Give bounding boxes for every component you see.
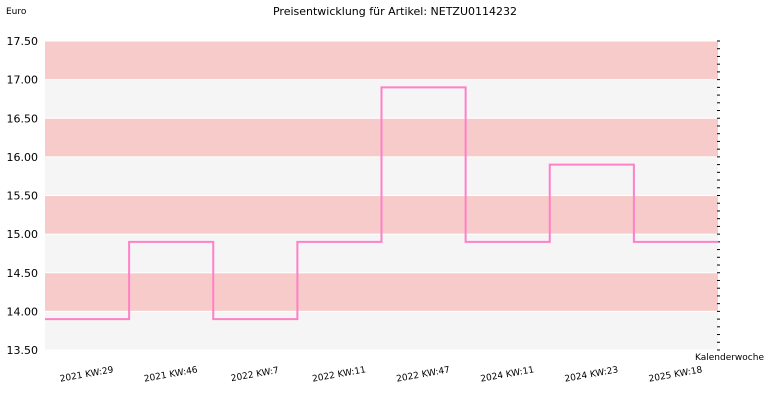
chart-title: Preisentwicklung für Artikel: NETZU01142… — [273, 5, 517, 18]
x-axis-ticks: 2021 KW:29 2021 KW:46 2022 KW:7 2022 KW:11 2… — [59, 365, 703, 384]
y-tick-label: 14.00 — [7, 305, 39, 318]
band — [45, 311, 718, 350]
x-tick-label: 2024 KW:23 — [564, 365, 619, 384]
y-tick-label: 16.50 — [7, 112, 39, 125]
x-tick-label: 2022 KW:7 — [230, 366, 279, 384]
x-tick-label: 2022 KW:47 — [396, 365, 451, 384]
x-tick-label: 2025 KW:18 — [648, 365, 703, 384]
x-tick-label: 2021 KW:29 — [59, 365, 114, 384]
band — [45, 273, 718, 312]
x-tick-label: 2021 KW:46 — [143, 365, 198, 384]
y-tick-label: 15.50 — [7, 190, 39, 203]
y-tick-label: 13.50 — [7, 344, 39, 357]
y-tick-label: 17.00 — [7, 74, 39, 87]
band — [45, 41, 718, 80]
x-tick-label: 2024 KW:11 — [480, 365, 535, 384]
y-axis-label: Euro — [6, 7, 27, 17]
y-tick-label: 17.50 — [7, 35, 39, 48]
y-tick-label: 14.50 — [7, 267, 39, 280]
y-tick-label: 15.00 — [7, 228, 39, 241]
x-axis-label: Kalenderwoche — [695, 353, 764, 363]
y-tick-label: 16.00 — [7, 151, 39, 164]
x-tick-label: 2022 KW:11 — [312, 365, 367, 384]
